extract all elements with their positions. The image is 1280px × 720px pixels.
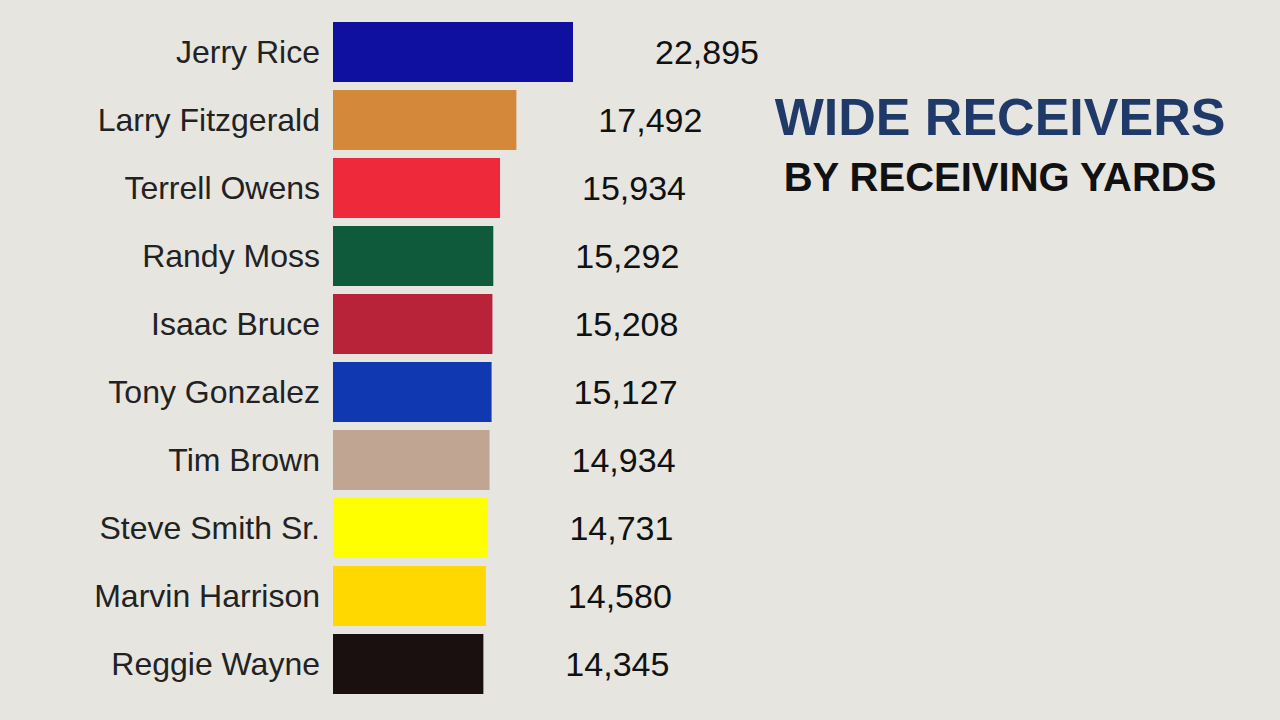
svg-text:15,208: 15,208 bbox=[574, 305, 678, 343]
svg-text:Tim Brown: Tim Brown bbox=[168, 442, 320, 478]
svg-text:14,731: 14,731 bbox=[569, 509, 673, 547]
svg-text:Jerry Rice: Jerry Rice bbox=[176, 34, 320, 70]
svg-text:Reggie Wayne: Reggie Wayne bbox=[111, 646, 320, 682]
svg-text:14,345: 14,345 bbox=[565, 645, 669, 683]
svg-text:Randy Moss: Randy Moss bbox=[142, 238, 320, 274]
svg-text:15,292: 15,292 bbox=[575, 237, 679, 275]
svg-text:Terrell Owens: Terrell Owens bbox=[124, 170, 320, 206]
svg-text:Larry Fitzgerald: Larry Fitzgerald bbox=[98, 102, 320, 138]
svg-text:17,492: 17,492 bbox=[598, 101, 702, 139]
svg-text:Isaac Bruce: Isaac Bruce bbox=[151, 306, 320, 342]
svg-text:15,127: 15,127 bbox=[574, 373, 678, 411]
svg-text:Tony Gonzalez: Tony Gonzalez bbox=[108, 374, 320, 410]
svg-text:BY RECEIVING YARDS: BY RECEIVING YARDS bbox=[784, 155, 1217, 199]
svg-text:14,580: 14,580 bbox=[568, 577, 672, 615]
svg-text:Marvin Harrison: Marvin Harrison bbox=[94, 578, 320, 614]
svg-text:14,934: 14,934 bbox=[572, 441, 676, 479]
svg-text:22,895: 22,895 bbox=[655, 33, 759, 71]
svg-text:15,934: 15,934 bbox=[582, 169, 686, 207]
svg-text:WIDE RECEIVERS: WIDE RECEIVERS bbox=[775, 88, 1226, 146]
svg-text:Steve Smith Sr.: Steve Smith Sr. bbox=[99, 510, 320, 546]
